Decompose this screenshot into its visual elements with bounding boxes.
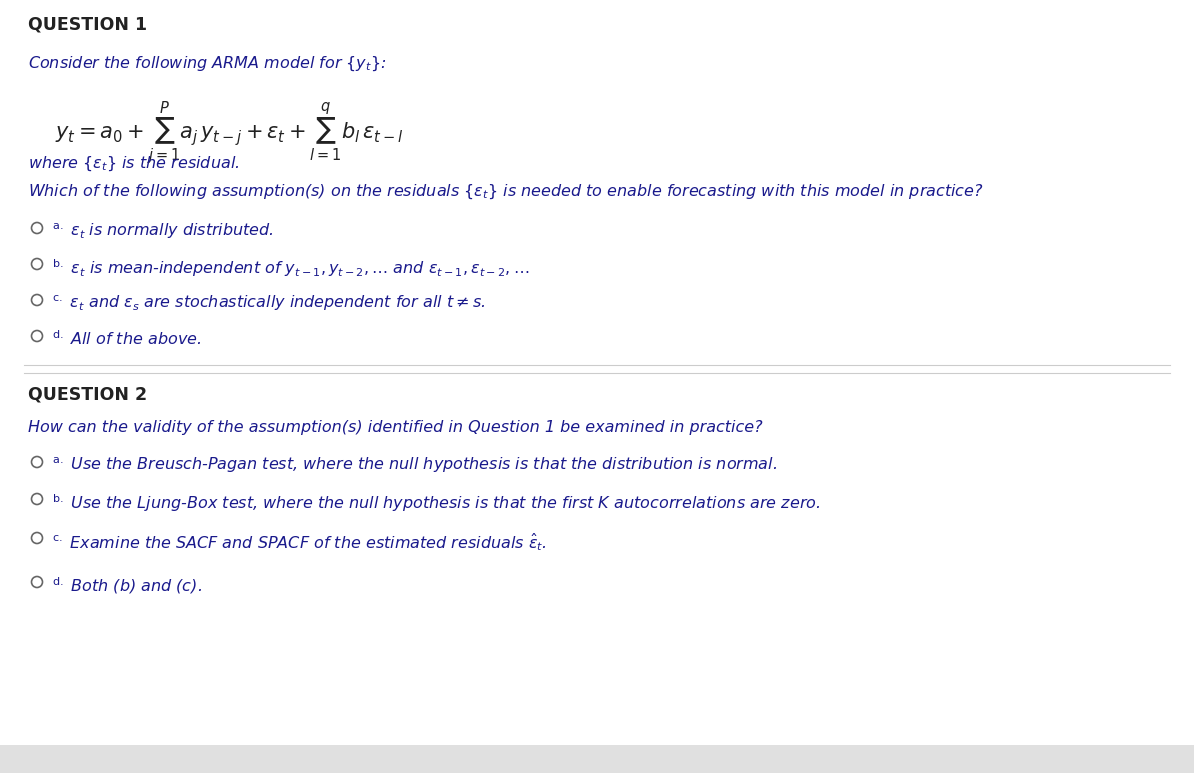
Text: QUESTION 2: QUESTION 2 [27, 385, 147, 403]
Text: Consider the following ARMA model for $\{y_t\}$:: Consider the following ARMA model for $\… [27, 55, 387, 73]
Text: $^{\mathrm{d.}}$ Both (b) and (c).: $^{\mathrm{d.}}$ Both (b) and (c). [53, 575, 202, 596]
Text: $^{\mathrm{c.}}\ \varepsilon_t$ and $\varepsilon_s$ are stochastically independe: $^{\mathrm{c.}}\ \varepsilon_t$ and $\va… [53, 293, 485, 312]
Text: $y_t = a_0 + \sum_{j=1}^{P} a_j\, y_{t-j} + \varepsilon_t + \sum_{l=1}^{q} b_l\,: $y_t = a_0 + \sum_{j=1}^{P} a_j\, y_{t-j… [55, 101, 404, 167]
Text: $^{\mathrm{d.}}$ All of the above.: $^{\mathrm{d.}}$ All of the above. [53, 329, 202, 348]
Text: $^{\mathrm{b.}}$ Use the Ljung-Box test, where the null hypothesis is that the f: $^{\mathrm{b.}}$ Use the Ljung-Box test,… [53, 492, 820, 514]
Text: How can the validity of the assumption(s) identified in Question 1 be examined i: How can the validity of the assumption(s… [27, 420, 763, 435]
Text: $^{\mathrm{c.}}$ Examine the SACF and SPACF of the estimated residuals $\hat{\va: $^{\mathrm{c.}}$ Examine the SACF and SP… [53, 531, 547, 553]
Text: QUESTION 1: QUESTION 1 [27, 15, 147, 33]
Text: $^{\mathrm{a.}}\ \varepsilon_t$ is normally distributed.: $^{\mathrm{a.}}\ \varepsilon_t$ is norma… [53, 221, 273, 240]
Text: $^{\mathrm{a.}}$ Use the Breusch-Pagan test, where the null hypothesis is that t: $^{\mathrm{a.}}$ Use the Breusch-Pagan t… [53, 455, 777, 475]
Text: where $\{\varepsilon_t\}$ is the residual.: where $\{\varepsilon_t\}$ is the residua… [27, 155, 240, 173]
Text: $^{\mathrm{b.}}\ \varepsilon_t$ is mean-independent of $y_{t-1}, y_{t-2}, \ldots: $^{\mathrm{b.}}\ \varepsilon_t$ is mean-… [53, 257, 529, 279]
Text: Which of the following assumption(s) on the residuals $\{\varepsilon_t\}$ is nee: Which of the following assumption(s) on … [27, 183, 984, 202]
Bar [0, 745, 1194, 773]
